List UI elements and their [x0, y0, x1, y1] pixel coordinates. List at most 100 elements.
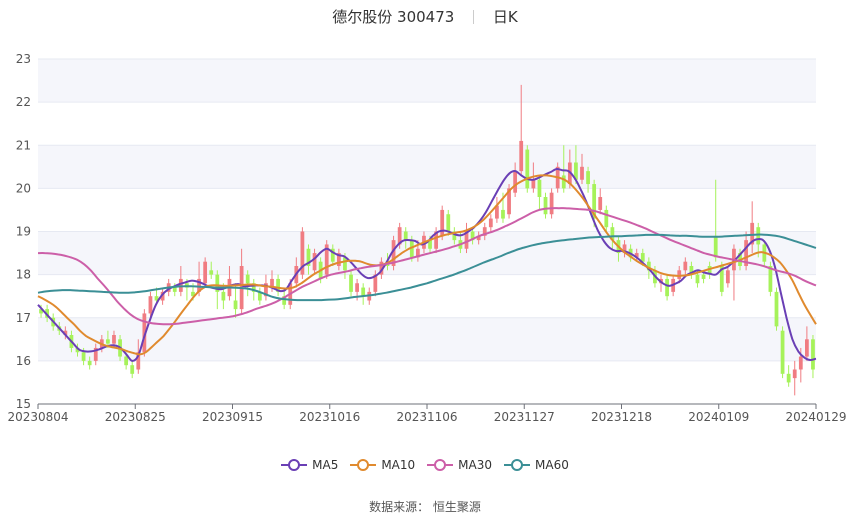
candle-body	[513, 171, 518, 193]
y-tick-label: 23	[16, 52, 31, 66]
candle-body	[324, 244, 329, 275]
candle	[330, 244, 335, 266]
candle-body	[312, 253, 317, 271]
candle-body	[434, 231, 439, 249]
x-tick-label: 20231218	[591, 410, 652, 424]
candle-body	[221, 291, 226, 301]
candle-body	[531, 179, 536, 189]
candle-body	[744, 240, 748, 266]
candle	[324, 240, 329, 279]
candle	[209, 261, 214, 279]
candle	[336, 248, 341, 271]
candle-body	[622, 244, 627, 254]
candle-body	[780, 330, 785, 374]
candle	[312, 248, 317, 275]
candle-body	[561, 175, 566, 189]
candle	[495, 197, 499, 223]
candle-body	[336, 253, 341, 266]
candle	[452, 227, 457, 245]
candle-body	[689, 266, 694, 275]
candle-body	[574, 162, 578, 180]
legend-label: MA10	[381, 458, 416, 472]
candle	[482, 222, 487, 241]
candle-body	[409, 240, 414, 258]
candle	[160, 287, 165, 305]
candle	[574, 145, 578, 185]
candle-body	[282, 296, 287, 305]
candle-body	[665, 278, 669, 297]
candle-body	[148, 296, 153, 314]
y-tick-label: 17	[16, 311, 31, 325]
legend-swatch	[350, 459, 377, 471]
candle-body	[63, 330, 68, 335]
y-tick-label: 15	[16, 397, 31, 411]
candle	[665, 274, 669, 301]
candle-body	[452, 231, 457, 241]
candle-body	[646, 261, 651, 271]
candle-body	[580, 166, 584, 180]
candle-body	[525, 149, 530, 189]
candle-body	[804, 339, 809, 357]
candle-body	[756, 227, 761, 245]
candle-body	[215, 274, 220, 292]
candle-body	[713, 235, 718, 258]
candle	[774, 287, 779, 331]
candle-body	[81, 352, 86, 361]
legend-label: MA30	[458, 458, 493, 472]
legend-item-ma5[interactable]: MA5	[281, 458, 338, 472]
candle	[604, 205, 609, 232]
y-tick-label: 21	[16, 138, 31, 152]
candle-body	[397, 227, 402, 245]
data-source: 数据来源： 恒生聚源	[0, 498, 850, 515]
legend-item-ma60[interactable]: MA60	[504, 458, 569, 472]
candle-body	[482, 227, 487, 236]
candle-body	[300, 231, 305, 275]
candle	[264, 274, 268, 301]
candle-body	[695, 274, 700, 284]
candle	[148, 291, 153, 318]
candle-body	[403, 231, 408, 241]
candle	[75, 343, 80, 357]
candle	[434, 227, 439, 254]
candle	[233, 283, 238, 318]
candle-body	[719, 266, 724, 292]
candle	[245, 270, 250, 297]
x-tick-label: 20240109	[688, 410, 749, 424]
candle-body	[428, 240, 432, 249]
candle	[519, 84, 524, 176]
data-source-label: 数据来源：	[369, 500, 430, 514]
candle-body	[142, 313, 147, 353]
candle	[257, 287, 262, 305]
chart-title: 德尔股份 300473	[332, 8, 455, 26]
legend-item-ma10[interactable]: MA10	[350, 458, 415, 472]
candle	[361, 283, 366, 305]
candle-body	[245, 274, 250, 284]
candle-body	[306, 248, 311, 266]
candle-body	[154, 296, 159, 301]
candle	[622, 240, 627, 258]
x-axis-ticks: 20230804 20230825 20230915 20231016 20231106…	[7, 403, 847, 424]
candle	[598, 188, 603, 215]
candle-body	[586, 171, 590, 185]
series-line-ma30	[37, 207, 817, 326]
candle	[707, 261, 712, 279]
candle	[306, 244, 311, 275]
x-tick-label: 20231016	[299, 410, 360, 424]
candle-body	[343, 257, 347, 271]
chart-title-row: 德尔股份 300473 日K	[0, 6, 850, 28]
legend-item-ma30[interactable]: MA30	[427, 458, 492, 472]
candle	[130, 360, 135, 379]
candle	[93, 343, 98, 366]
candle	[549, 188, 554, 219]
candle-body	[519, 140, 524, 172]
candle	[750, 201, 755, 254]
candle-body	[446, 214, 451, 232]
candle	[379, 257, 384, 279]
candle-body	[592, 184, 597, 219]
chart-period[interactable]: 日K	[492, 8, 518, 26]
x-tick-label: 20230804	[7, 410, 68, 424]
series-line-ma10	[37, 174, 817, 356]
candle-body	[549, 192, 554, 215]
candle-body	[811, 339, 815, 370]
candle	[725, 266, 730, 288]
